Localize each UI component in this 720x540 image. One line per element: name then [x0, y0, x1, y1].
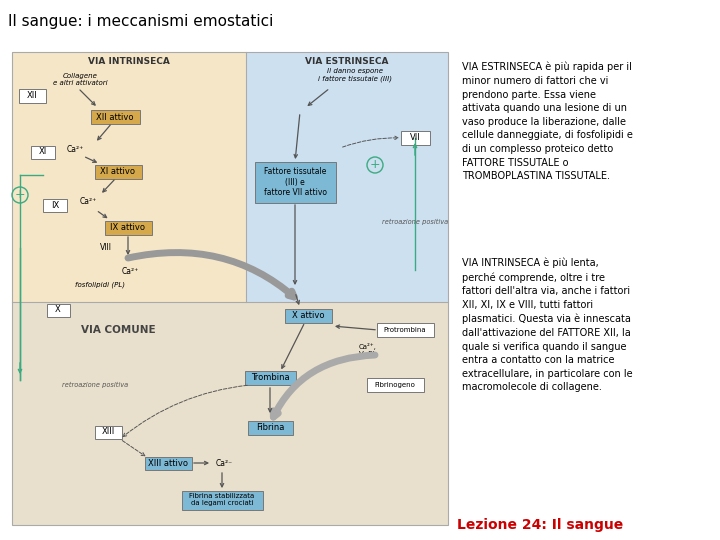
- Text: XIII attivo: XIII attivo: [148, 458, 188, 468]
- FancyBboxPatch shape: [254, 161, 336, 202]
- Text: X attivo: X attivo: [292, 312, 324, 321]
- Text: VIA ESTRINSECA è più rapida per il
minor numero di fattori che vi
prendono parte: VIA ESTRINSECA è più rapida per il minor…: [462, 62, 633, 181]
- FancyBboxPatch shape: [377, 323, 433, 337]
- Text: Collagene
e altri attivatori: Collagene e altri attivatori: [53, 73, 107, 86]
- FancyBboxPatch shape: [245, 371, 295, 385]
- Text: +: +: [14, 188, 25, 201]
- FancyBboxPatch shape: [248, 421, 292, 435]
- Text: Protrombina: Protrombina: [384, 327, 426, 333]
- Text: +: +: [369, 159, 380, 172]
- Text: Ca²⁻: Ca²⁻: [215, 458, 233, 468]
- Text: Fibrinogeno: Fibrinogeno: [374, 382, 415, 388]
- Bar: [12, 52, 246, 302]
- Text: VIA INTRINSECA: VIA INTRINSECA: [88, 57, 170, 66]
- FancyBboxPatch shape: [94, 165, 142, 179]
- Text: Ca²⁺: Ca²⁺: [79, 198, 96, 206]
- Text: XII attivo: XII attivo: [96, 112, 134, 122]
- FancyBboxPatch shape: [43, 199, 67, 212]
- Text: Fibrina stabilizzata
da legami crociati: Fibrina stabilizzata da legami crociati: [189, 494, 255, 507]
- FancyBboxPatch shape: [91, 110, 140, 124]
- Text: XI attivo: XI attivo: [101, 167, 135, 177]
- FancyBboxPatch shape: [284, 309, 331, 323]
- Text: VIA ESTRINSECA: VIA ESTRINSECA: [305, 57, 389, 66]
- FancyBboxPatch shape: [31, 145, 55, 159]
- Text: XIII: XIII: [102, 428, 114, 436]
- Text: XII: XII: [27, 91, 37, 100]
- FancyBboxPatch shape: [366, 378, 423, 392]
- Bar: [12, 302, 448, 525]
- Text: Lezione 24: Il sangue: Lezione 24: Il sangue: [457, 518, 623, 532]
- FancyBboxPatch shape: [47, 303, 70, 316]
- Text: Ca²⁺: Ca²⁺: [66, 145, 84, 154]
- Text: IX attivo: IX attivo: [110, 224, 145, 233]
- Text: Il sangue: i meccanismi emostatici: Il sangue: i meccanismi emostatici: [8, 14, 274, 29]
- Text: Il danno espone
i fattore tissutale (III): Il danno espone i fattore tissutale (III…: [318, 68, 392, 82]
- Text: VII: VII: [410, 133, 420, 143]
- Text: retroazione positiva: retroazione positiva: [382, 219, 448, 225]
- Text: VIII: VIII: [100, 244, 112, 253]
- Text: Fibrina: Fibrina: [256, 423, 284, 433]
- Bar: [246, 52, 448, 302]
- FancyBboxPatch shape: [104, 221, 151, 235]
- Text: XI: XI: [39, 147, 47, 157]
- FancyBboxPatch shape: [400, 131, 430, 145]
- Text: VIA INTRINSECA è più lenta,
perché comprende, oltre i tre
fattori dell'altra via: VIA INTRINSECA è più lenta, perché compr…: [462, 258, 633, 393]
- Text: fosfolipidi (PL): fosfolipidi (PL): [75, 282, 125, 288]
- Text: Trombina: Trombina: [251, 374, 289, 382]
- Text: Ca²⁺: Ca²⁺: [122, 267, 139, 276]
- FancyBboxPatch shape: [94, 426, 122, 438]
- FancyBboxPatch shape: [19, 89, 45, 103]
- Text: IX: IX: [51, 200, 59, 210]
- Text: Ca²⁺,
V, PL: Ca²⁺, V, PL: [359, 343, 377, 357]
- Bar: [12, 52, 448, 525]
- Text: VIA COMUNE: VIA COMUNE: [81, 325, 156, 335]
- Text: X: X: [55, 306, 61, 314]
- FancyBboxPatch shape: [145, 456, 192, 469]
- Text: retroazione positiva: retroazione positiva: [62, 382, 128, 388]
- Text: Fattore tissutale
(III) e
fattore VII attivo: Fattore tissutale (III) e fattore VII at…: [264, 167, 326, 197]
- FancyBboxPatch shape: [181, 490, 263, 510]
